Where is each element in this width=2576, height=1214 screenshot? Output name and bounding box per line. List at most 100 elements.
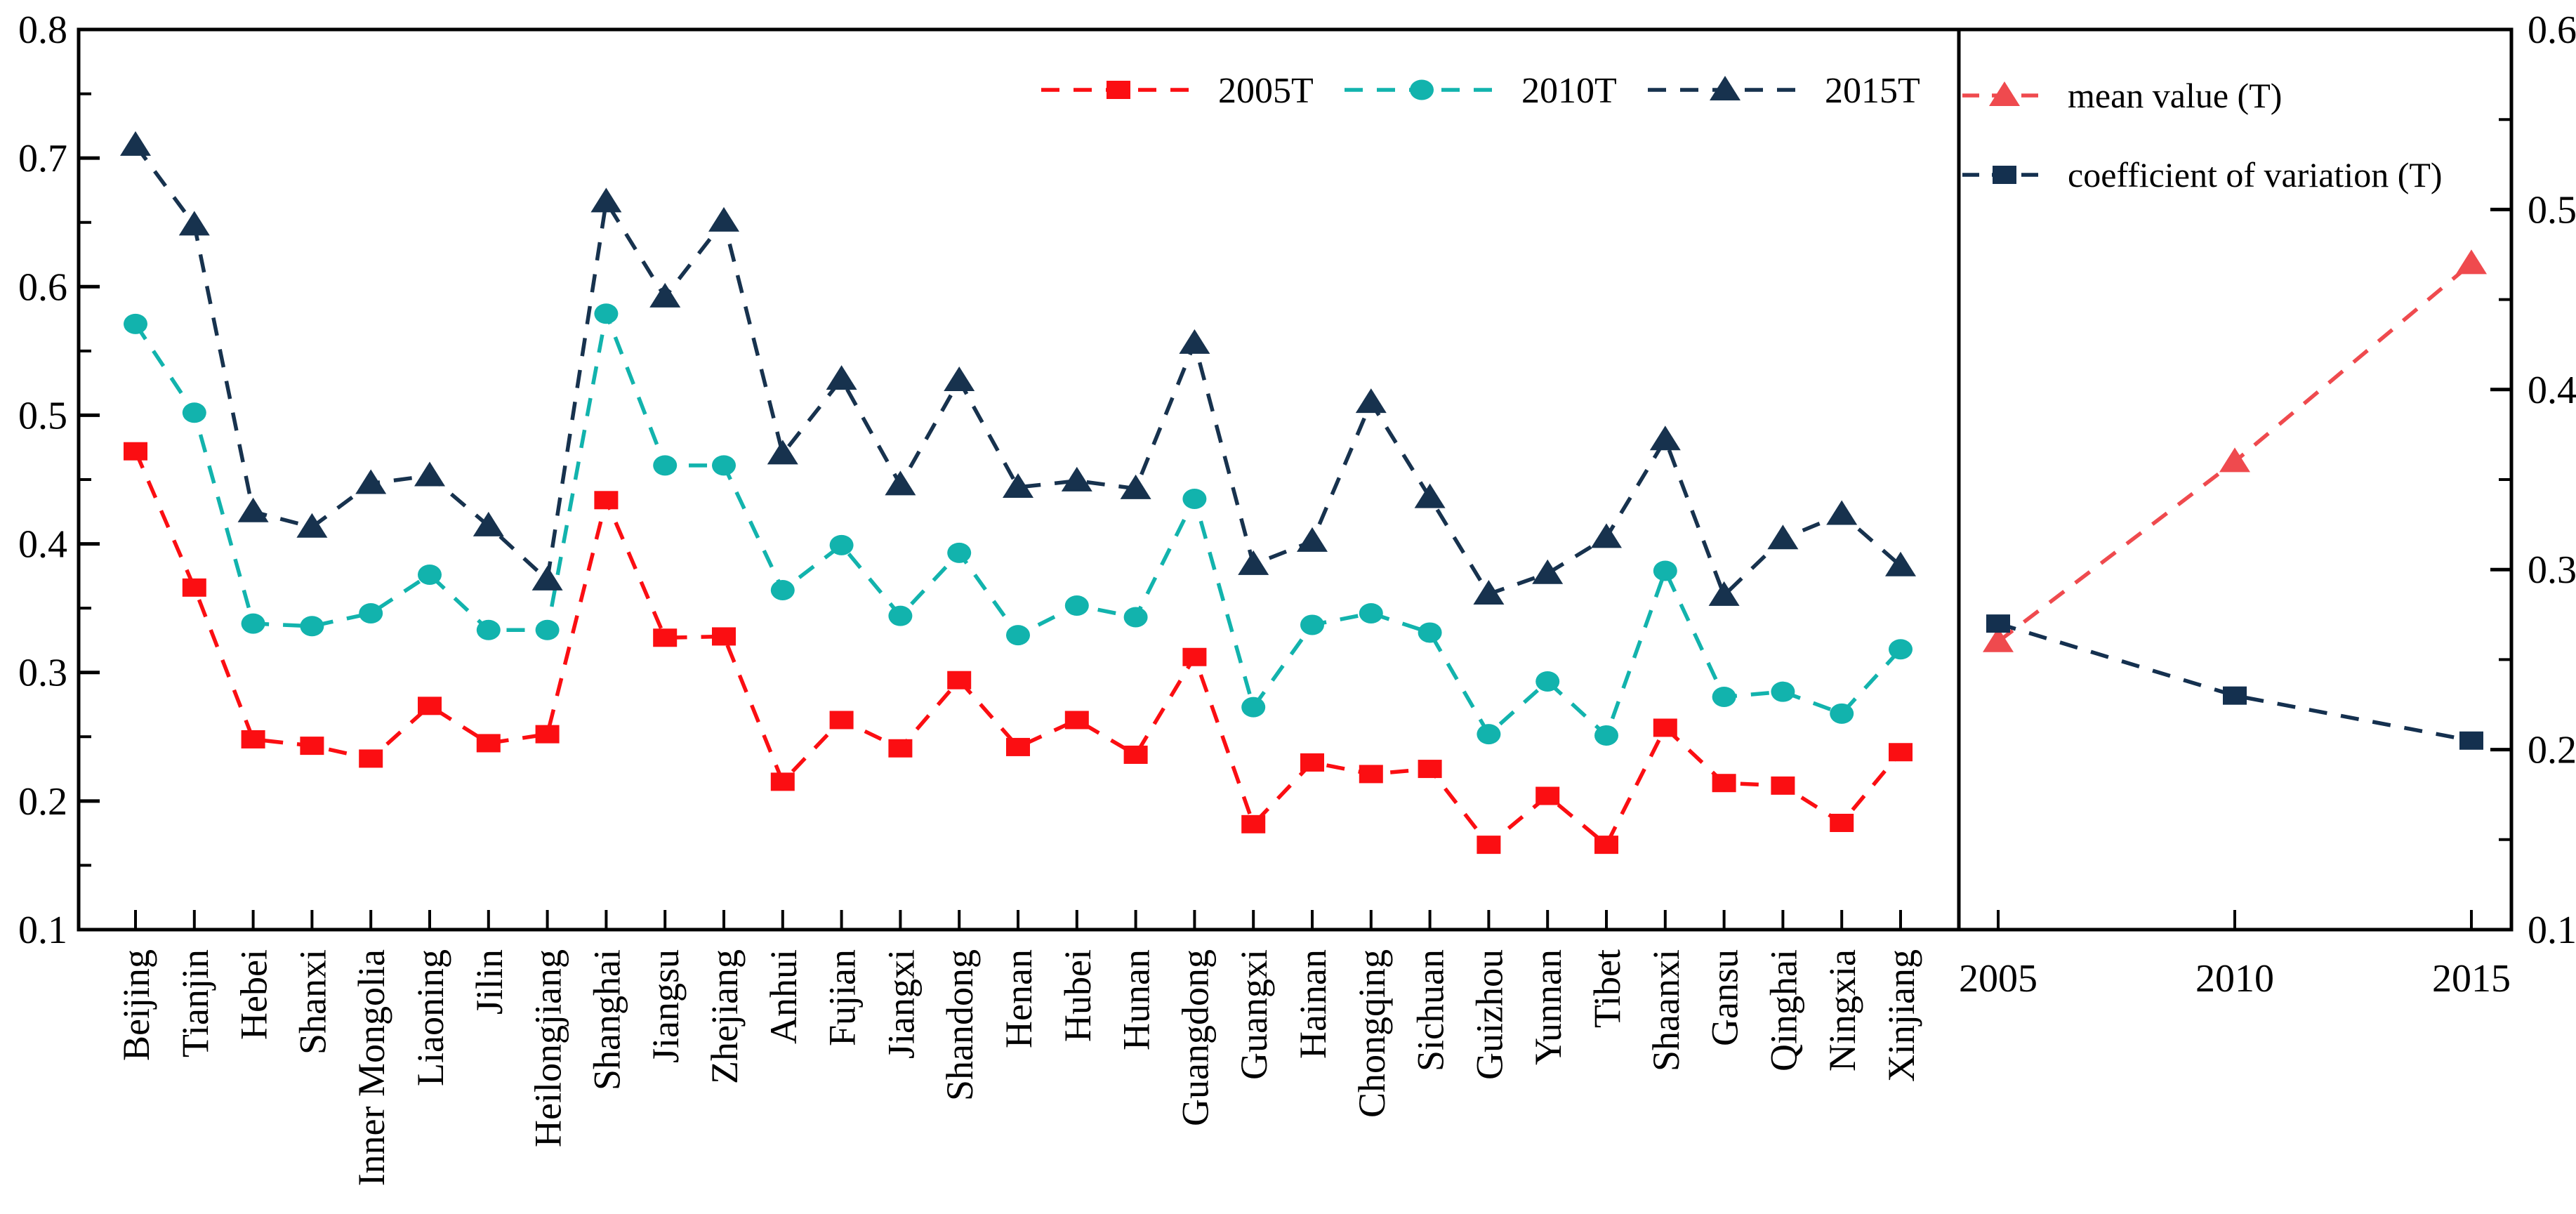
right-y-tick-label: 0.5 xyxy=(2528,188,2576,232)
right-y-axis: 0.1 0.2 0.3 0.4 0.5 0.6 xyxy=(2490,8,2576,952)
legend-left-panel: 2005T 2010T 2015T xyxy=(1041,71,1920,111)
right-y-tick-label: 0.2 xyxy=(2528,729,2576,772)
marker-2010t-jiangxi xyxy=(888,605,913,626)
province-label-xinjiang: Xinjiang xyxy=(1880,949,1922,1082)
marker-coefficient-of-variation-t-2010 xyxy=(2223,686,2247,705)
legend-label-mean-value-t: mean value (T) xyxy=(2068,76,2282,115)
province-label-shaanxi: Shaanxi xyxy=(1645,949,1687,1071)
province-label-hainan: Hainan xyxy=(1292,949,1334,1059)
marker-2005t-hainan xyxy=(1300,753,1324,772)
right-y-tick-label: 0.4 xyxy=(2528,369,2576,412)
left-y-tick-label: 0.5 xyxy=(18,394,67,437)
province-label-inner-mongolia: Inner Mongolia xyxy=(350,949,392,1186)
marker-2015t-qinghai xyxy=(1767,524,1799,550)
marker-2005t-guangdong xyxy=(1182,647,1207,666)
province-label-jiangxi: Jiangxi xyxy=(880,949,922,1059)
marker-2010t-ningxia xyxy=(1830,703,1854,724)
marker-2010t-shanxi xyxy=(300,616,324,637)
province-label-jilin: Jilin xyxy=(468,949,510,1015)
marker-2015t-hunan xyxy=(1120,474,1151,499)
marker-2015t-guangxi xyxy=(1238,550,1269,575)
marker-2005t-gansu xyxy=(1712,774,1736,793)
marker-2005t-shanxi xyxy=(300,737,324,756)
marker-2015t-fujian xyxy=(826,365,857,390)
province-label-ningxia: Ningxia xyxy=(1821,949,1863,1071)
marker-2015t-beijing xyxy=(120,131,151,156)
province-label-anhui: Anhui xyxy=(762,949,805,1044)
province-label-heilongjiang: Heilongjiang xyxy=(527,949,569,1147)
marker-2015t-gansu xyxy=(1708,581,1740,606)
province-label-shandong: Shandong xyxy=(939,949,981,1101)
marker-2015t-jiangxi xyxy=(885,470,916,496)
marker-2005t-jilin xyxy=(476,734,501,753)
marker-2010t-guangxi xyxy=(1241,697,1266,718)
marker-2005t-qinghai xyxy=(1771,776,1795,795)
marker-2010t-shandong xyxy=(947,542,972,563)
marker-2010t-jilin xyxy=(476,619,501,640)
marker-2015t-guangdong xyxy=(1179,329,1210,354)
province-label-hunan: Hunan xyxy=(1116,949,1158,1050)
marker-2010t-hainan xyxy=(1300,614,1324,635)
marker-2005t-tibet xyxy=(1594,836,1618,855)
marker-2010t-hubei xyxy=(1064,595,1089,616)
marker-2015t-shanxi xyxy=(296,513,328,538)
marker-2010t-fujian xyxy=(829,534,854,555)
left-y-axis: 0.1 0.2 0.3 0.4 0.5 0.6 0.7 0.8 xyxy=(18,8,100,952)
province-label-guangdong: Guangdong xyxy=(1174,949,1216,1126)
marker-2010t-tianjin xyxy=(182,402,206,423)
marker-2005t-hubei xyxy=(1064,711,1089,730)
marker-2015t-hebei xyxy=(237,497,269,522)
marker-2015t-yunnan xyxy=(1532,559,1564,584)
marker-2015t-zhejiang xyxy=(708,206,739,232)
marker-2005t-ningxia xyxy=(1830,813,1854,832)
marker-2010t-zhejiang xyxy=(712,455,736,476)
left-y-tick-label: 0.1 xyxy=(18,909,67,952)
left-y-tick-label: 0.4 xyxy=(18,523,67,567)
left-y-tick-label: 0.6 xyxy=(18,265,67,309)
marker-mean-value-t-2015 xyxy=(2456,249,2487,275)
marker-2010t-qinghai xyxy=(1771,681,1795,702)
marker-2015t-shanghai xyxy=(590,187,622,213)
legend-item-2015t: 2015T xyxy=(1648,71,1920,111)
marker-2010t-guangdong xyxy=(1182,488,1207,509)
province-label-fujian: Fujian xyxy=(821,949,864,1046)
marker-2005t-heilongjiang xyxy=(535,725,560,744)
marker-2005t-beijing xyxy=(124,442,147,461)
marker-2005t-henan xyxy=(1006,737,1030,756)
marker-2015t-inner-mongolia xyxy=(355,469,387,494)
marker-2010t-xinjiang xyxy=(1889,639,1913,660)
marker-2010t-gansu xyxy=(1712,687,1736,708)
series-line-coefficient-of-variation-t xyxy=(1997,621,2472,743)
marker-2015t-guizhou xyxy=(1473,579,1505,605)
province-label-guangxi: Guangxi xyxy=(1233,949,1275,1080)
marker-2015t-henan xyxy=(1003,473,1033,498)
left-x-axis: Beijing Tianjin Hebei Shanxi Inner Mongolia L… xyxy=(115,910,1922,1186)
series-mean-value-t-right xyxy=(1983,249,2487,652)
legend-item-mean-value-t: mean value (T) xyxy=(1962,76,2282,115)
province-label-shanghai: Shanghai xyxy=(586,949,628,1090)
marker-2005t-guangxi xyxy=(1241,814,1266,833)
marker-2005t-jiangxi xyxy=(888,739,913,758)
year-label-2005: 2005 xyxy=(1959,957,2037,1001)
province-label-liaoning: Liaoning xyxy=(409,949,451,1086)
right-y-tick-label: 0.3 xyxy=(2528,548,2576,592)
legend-marker-2005t xyxy=(1107,81,1130,99)
marker-2010t-henan xyxy=(1006,625,1030,646)
marker-2005t-inner-mongolia xyxy=(359,749,383,768)
left-y-tick-label: 0.2 xyxy=(18,780,67,824)
province-label-hebei: Hebei xyxy=(233,949,275,1040)
marker-2010t-yunnan xyxy=(1535,671,1560,692)
marker-coefficient-of-variation-t-2005 xyxy=(1986,614,2010,633)
marker-2010t-tibet xyxy=(1594,725,1618,746)
marker-2010t-chongqing xyxy=(1359,602,1383,624)
marker-2005t-shanghai xyxy=(594,491,619,510)
province-label-henan: Henan xyxy=(998,949,1040,1048)
province-label-sichuan: Sichuan xyxy=(1410,949,1452,1071)
left-y-tick-label: 0.3 xyxy=(18,652,67,695)
province-label-yunnan: Yunnan xyxy=(1527,949,1569,1065)
marker-2005t-xinjiang xyxy=(1889,743,1913,762)
marker-2005t-tianjin xyxy=(182,578,206,597)
province-label-chongqing: Chongqing xyxy=(1351,949,1393,1118)
